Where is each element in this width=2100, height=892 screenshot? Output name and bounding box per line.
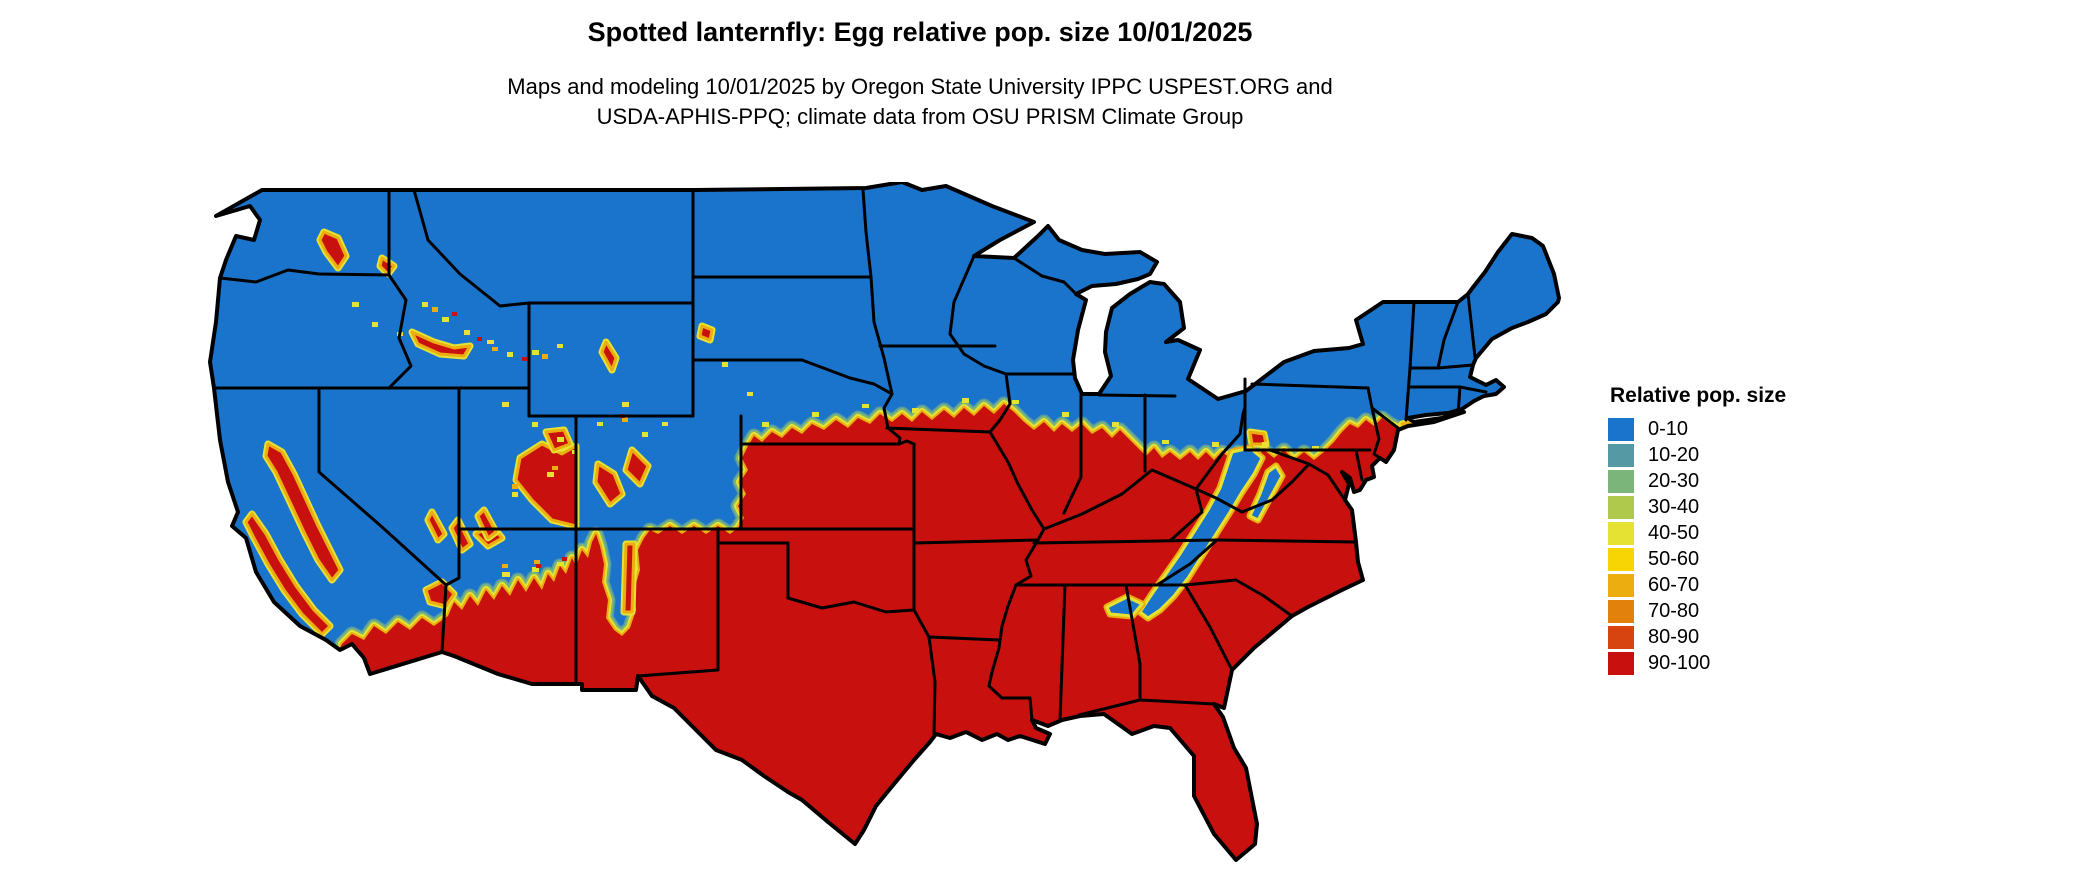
legend-swatch — [1608, 470, 1634, 493]
legend-label: 90-100 — [1648, 652, 1711, 674]
page-title: Spotted lanternfly: Egg relative pop. si… — [587, 17, 1253, 47]
legend-item: 30-40 — [1608, 496, 1888, 519]
national-border — [208, 182, 1561, 862]
legend-swatch — [1608, 548, 1634, 571]
legend-label: 70-80 — [1648, 600, 1700, 622]
us-map-svg — [208, 182, 1561, 862]
legend-swatch — [1608, 574, 1634, 597]
legend-swatch — [1608, 600, 1634, 623]
legend: Relative pop. size 0-10 10-20 20-30 30-40 40… — [1608, 384, 1888, 678]
subtitle-line-2: USDA-APHIS-PPQ; climate data from OSU PR… — [596, 104, 1244, 130]
legend-item: 0-10 — [1608, 418, 1888, 441]
legend-label: 80-90 — [1648, 626, 1700, 648]
legend-item: 20-30 — [1608, 470, 1888, 493]
legend-label: 50-60 — [1648, 548, 1700, 570]
legend-swatch — [1608, 496, 1634, 519]
legend-item: 60-70 — [1608, 574, 1888, 597]
map-high-risk-region — [337, 404, 1417, 860]
legend-label: 60-70 — [1648, 574, 1700, 596]
legend-swatch — [1608, 444, 1634, 467]
legend-item: 90-100 — [1608, 652, 1888, 675]
page-subtitle: Maps and modeling 10/01/2025 by Oregon S… — [250, 72, 1590, 132]
legend-label: 20-30 — [1648, 470, 1700, 492]
legend-label: 10-20 — [1648, 444, 1700, 466]
legend-swatch — [1608, 522, 1634, 545]
legend-swatch — [1608, 418, 1634, 441]
legend-label: 40-50 — [1648, 522, 1700, 544]
legend-title: Relative pop. size — [1610, 384, 1787, 407]
us-risk-map — [202, 182, 1562, 892]
legend-item: 80-90 — [1608, 626, 1888, 649]
legend-swatch — [1608, 652, 1634, 675]
header: Spotted lanternfly: Egg relative pop. si… — [250, 16, 1590, 132]
legend-swatch — [1608, 626, 1634, 649]
legend-item: 10-20 — [1608, 444, 1888, 467]
state-borders — [212, 188, 1488, 736]
legend-items: 0-10 10-20 20-30 30-40 40-50 50-60 60-70 70-80 8… — [1608, 418, 1888, 675]
legend-label: 30-40 — [1648, 496, 1700, 518]
legend-item: 50-60 — [1608, 548, 1888, 571]
legend-label: 0-10 — [1648, 418, 1689, 440]
subtitle-line-1: Maps and modeling 10/01/2025 by Oregon S… — [507, 74, 1333, 100]
legend-item: 70-80 — [1608, 600, 1888, 623]
legend-item: 40-50 — [1608, 522, 1888, 545]
